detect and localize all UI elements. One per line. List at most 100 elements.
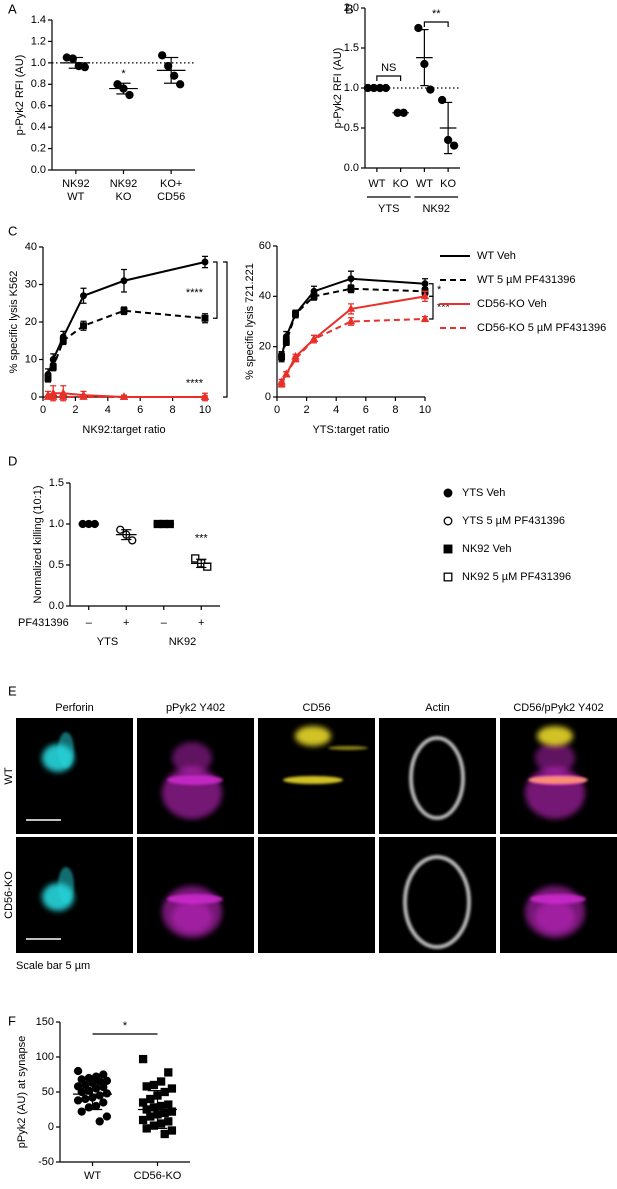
x-tick-label: 0 [40,404,46,416]
y-tick-label: 0.0 [344,162,359,174]
legend-marker [443,572,453,582]
comparison-bracket [376,75,402,81]
y-tick-label: 1.0 [31,57,46,69]
data-point [113,80,122,89]
data-point [278,353,286,361]
x-tick-label: 6 [363,404,369,416]
x-tick-label: 8 [170,404,176,416]
y-tick-label: 40 [259,290,271,302]
legend-label: CD56-KO 5 µM PF431396 [477,322,606,334]
data-point [414,23,423,33]
legend-label: YTS 5 µM PF431396 [462,515,565,527]
x-axis-label: YTS:target ratio [312,424,389,436]
data-point [80,292,87,300]
data-point [201,314,209,322]
comparison-bracket [213,261,218,319]
y-tick-label: 0.0 [49,600,64,612]
data-point [49,392,58,400]
data-point [200,392,210,400]
data-point [346,304,356,312]
data-point [77,1075,86,1084]
y-axis-label: % specific lysis 721.221 [244,263,256,380]
legend-label: WT 5 µM PF431396 [477,274,575,286]
x-tick-label: 2 [72,404,78,416]
y-tick-label: 1.5 [344,42,359,54]
legend-label: CD56-KO Veh [477,298,547,310]
y-tick-label: 100 [36,1051,54,1063]
y-tick-label: 1.5 [49,477,64,489]
group-label: NK92 [169,636,197,648]
image-background [258,837,375,953]
y-tick-label: 1.0 [49,518,64,530]
y-tick-label: 50 [42,1086,54,1098]
data-point [420,291,430,300]
column-header: CD56 [302,702,330,714]
data-point [80,322,87,330]
row-label: PF431396 [18,617,69,629]
y-axis-label: Normalized killing (10:1) [32,486,44,604]
data-point [138,1054,148,1064]
data-point [291,354,300,363]
micrograph [500,718,617,834]
data-point [99,1098,108,1107]
micrograph [258,837,375,953]
data-point [420,314,430,322]
data-point [73,1066,83,1076]
micrograph [379,837,496,953]
y-tick-label: 0.4 [31,121,46,133]
data-point [309,334,319,343]
signal [530,894,586,904]
column-header: Actin [425,702,449,714]
x-tick-label: 6 [137,404,143,416]
data-point [44,374,52,382]
signal [295,726,331,746]
data-point [164,1117,173,1126]
significance: *** [195,532,209,544]
treatment-label: + [123,617,129,629]
data-point [95,1091,104,1100]
signal [409,736,465,820]
data-point [156,1101,166,1111]
data-point [167,1126,177,1135]
data-point [95,1117,104,1126]
x-axis-label: NK92:target ratio [82,424,165,436]
significance: * [123,1020,128,1032]
x-tick-label: 4 [333,404,339,416]
column-header: CD56/pPyk2 Y402 [513,702,603,714]
data-point [119,392,129,400]
signal [172,742,212,774]
y-tick-label: 1.0 [344,82,359,94]
y-tick-label: 60 [259,240,271,252]
y-tick-label: 20 [259,341,271,353]
data-point [73,1096,83,1105]
x-tick-label: WT [416,178,433,190]
y-tick-label: 40 [25,241,37,253]
data-point [43,392,53,400]
data-point [292,310,299,318]
data-point [149,1080,159,1090]
data-point [160,1087,169,1097]
y-axis-label: pPyk2 (AU) at synapse [16,1036,28,1149]
signal [328,746,368,750]
row-label: CD56-KO [3,871,15,919]
significance: **** [186,287,204,299]
data-point [156,1077,166,1086]
y-axis-label: p-Pyk2 RFI (AU) [14,55,26,136]
signal [58,732,74,768]
treatment-label: – [86,617,93,629]
legend-marker [443,516,453,526]
data-point [146,1094,155,1104]
data-point [138,1115,148,1125]
data-point [277,379,286,388]
data-point [91,1101,101,1111]
row-label: WT [3,767,15,784]
data-point [120,307,128,315]
data-point [142,1082,151,1091]
column-header: Perforin [55,702,94,714]
data-point [156,1119,166,1128]
y-tick-label: 0 [48,1121,54,1133]
y-tick-label: -50 [38,1156,54,1168]
signal [537,726,573,746]
x-tick-label: 2 [304,404,310,416]
